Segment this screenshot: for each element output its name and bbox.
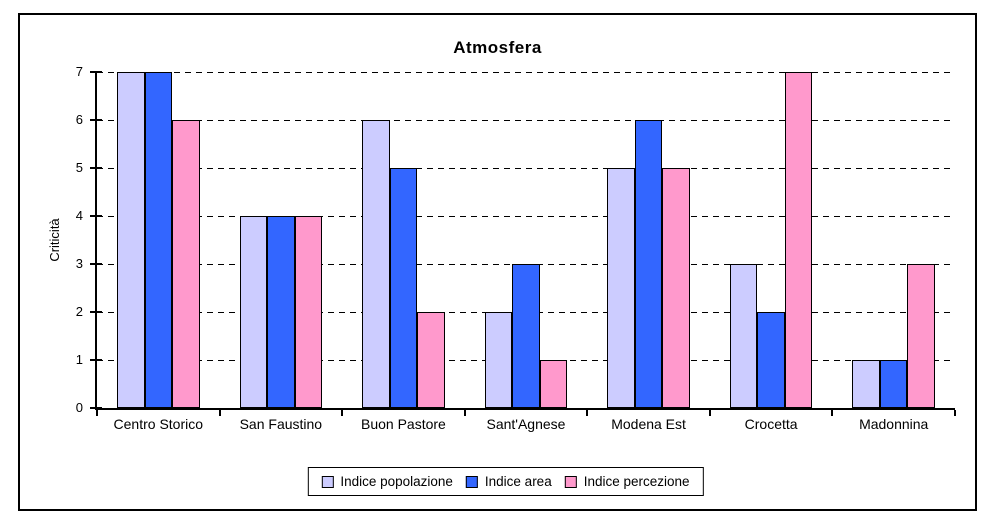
legend-item: Indice percezione [564, 474, 690, 489]
legend-label: Indice percezione [583, 474, 690, 489]
category-label: Centro Storico [113, 416, 204, 432]
bar [294, 216, 323, 408]
gridline [97, 120, 955, 121]
bar [539, 360, 568, 408]
x-tick [341, 410, 344, 416]
bar [784, 72, 813, 408]
gridline [97, 216, 955, 217]
y-tick [90, 215, 102, 217]
bar [607, 168, 635, 408]
bar [172, 120, 200, 408]
x-tick [586, 410, 589, 416]
y-tick-label: 0 [75, 400, 83, 415]
category-label: Buon Pastore [361, 416, 446, 432]
gridline [97, 72, 955, 73]
bar [417, 312, 445, 408]
y-axis-line [95, 72, 97, 408]
bar [634, 120, 663, 408]
legend: Indice popolazione Indice area Indice perc… [307, 467, 704, 496]
y-tick-label: 3 [75, 256, 83, 271]
legend-label: Indice popolazione [340, 474, 453, 489]
y-tick [90, 311, 102, 313]
bar [757, 312, 785, 408]
legend-swatch [564, 475, 577, 488]
bar [484, 312, 513, 408]
bar [362, 120, 390, 408]
legend-item: Indice popolazione [321, 474, 453, 489]
legend-swatch [321, 475, 334, 488]
bar [662, 168, 690, 408]
bar [852, 360, 880, 408]
bar [729, 264, 758, 408]
y-tick-label: 4 [75, 208, 83, 223]
chart-title: Atmosfera [453, 38, 542, 57]
y-tick [90, 407, 102, 409]
legend-swatch [465, 475, 478, 488]
bar [512, 264, 540, 408]
bar [907, 264, 935, 408]
y-tick-label: 1 [75, 352, 83, 367]
bar [389, 168, 418, 408]
legend-item: Indice area [465, 474, 552, 489]
legend-label: Indice area [484, 474, 552, 489]
x-tick [96, 410, 98, 416]
bar [117, 72, 145, 408]
y-tick [90, 119, 102, 121]
y-tick [90, 71, 102, 73]
x-axis-line [95, 408, 955, 410]
y-tick [90, 359, 102, 361]
category-label: Modena Est [611, 416, 686, 432]
y-tick-label: 7 [75, 64, 83, 79]
bar [879, 360, 908, 408]
bar [144, 72, 173, 408]
y-tick-label: 6 [75, 112, 83, 127]
category-label: Madonnina [859, 416, 929, 432]
y-tick [90, 263, 102, 265]
x-tick [708, 410, 711, 416]
y-tick [90, 167, 102, 169]
y-tick-label: 5 [75, 160, 83, 175]
gridline [97, 168, 955, 169]
category-label: Crocetta [744, 416, 798, 432]
chart-frame: Atmosfera Criticità 0 1 2 3 4 5 6 7 Centro Stori… [18, 13, 977, 511]
x-tick [831, 410, 834, 416]
x-tick [218, 410, 221, 416]
bar [239, 216, 268, 408]
bar [267, 216, 295, 408]
plot-area: 0 1 2 3 4 5 6 7 Centro Storico San Faustino Buon P… [76, 64, 956, 432]
category-label: Sant'Agnese [486, 416, 566, 432]
y-tick-label: 2 [75, 304, 83, 319]
x-tick [463, 410, 466, 416]
category-label: San Faustino [239, 416, 323, 432]
x-tick [954, 410, 956, 416]
